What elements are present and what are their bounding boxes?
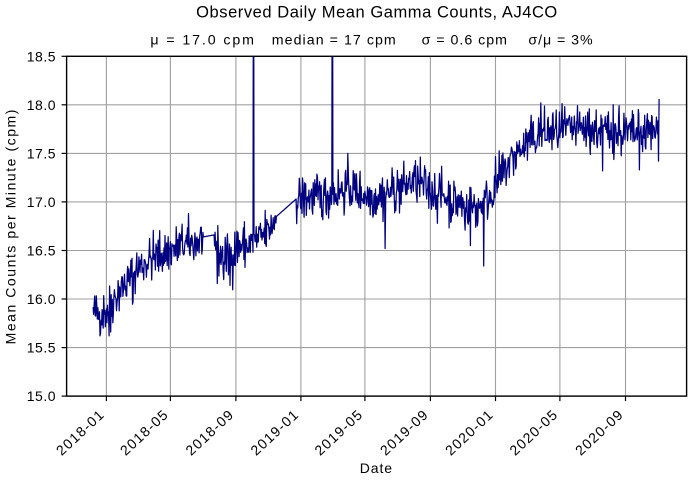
svg-text:16.0: 16.0 <box>27 291 56 307</box>
svg-text:17.0: 17.0 <box>27 194 56 210</box>
svg-text:σ = 0.6 cpm: σ = 0.6 cpm <box>422 33 508 49</box>
svg-text:Mean Counts per Minute (cpm): Mean Counts per Minute (cpm) <box>3 108 19 344</box>
svg-text:median = 17 cpm: median = 17 cpm <box>272 33 397 49</box>
svg-text:18.5: 18.5 <box>27 48 56 64</box>
svg-text:17.5: 17.5 <box>27 145 56 161</box>
svg-text:15.5: 15.5 <box>27 340 56 356</box>
svg-text:Observed Daily Mean Gamma Coun: Observed Daily Mean Gamma Counts, AJ4CO <box>196 4 558 22</box>
svg-text:16.5: 16.5 <box>27 243 56 259</box>
svg-text:Date: Date <box>360 460 393 476</box>
svg-text:15.0: 15.0 <box>27 388 56 404</box>
svg-text:σ/μ = 3%: σ/μ = 3% <box>528 33 593 49</box>
svg-text:18.0: 18.0 <box>27 97 56 113</box>
svg-text:μ = 17.0 cpm: μ = 17.0 cpm <box>150 33 256 49</box>
